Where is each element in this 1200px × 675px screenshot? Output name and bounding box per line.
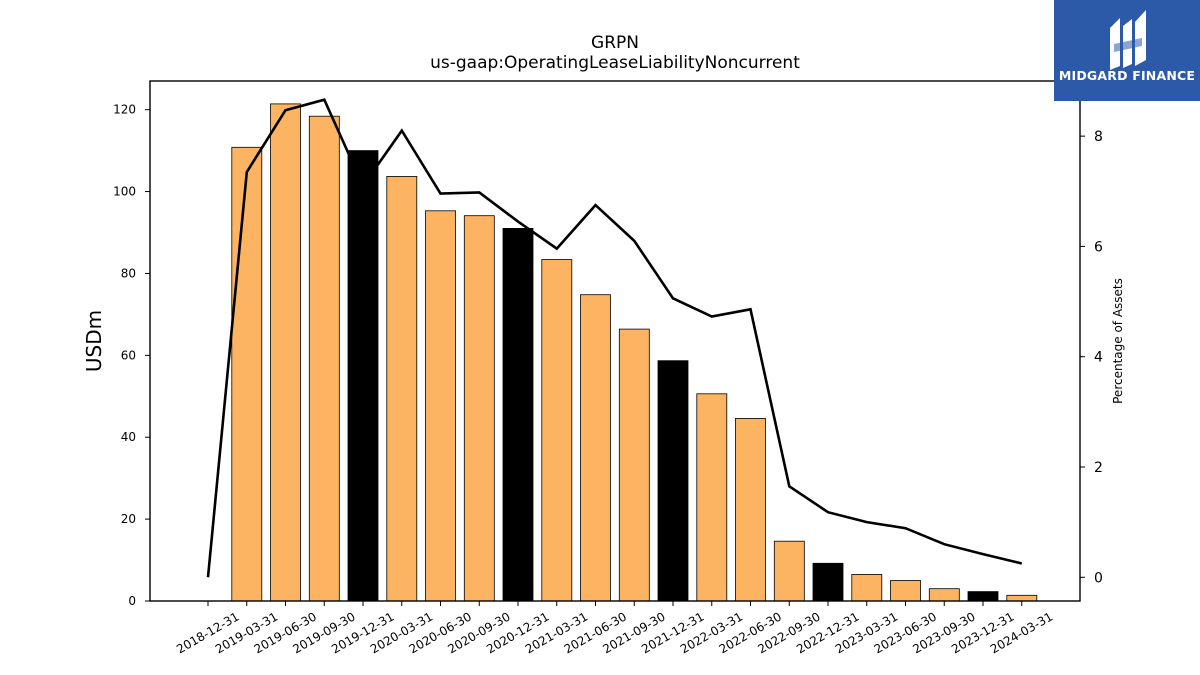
y-right-tick-label: 0 [1094,570,1103,586]
bar-series [231,103,1038,602]
bar-2020-12-31 [502,227,534,602]
bar-2019-06-30 [270,103,301,602]
y-left-tick-label: 40 [121,430,136,444]
bar-2024-03-31 [1006,594,1038,602]
axes-frame [149,80,1081,602]
bar-2019-03-31 [231,146,263,602]
chart-subtitle: us-gaap:OperatingLeaseLiabilityNoncurren… [430,53,800,73]
bar-2021-09-30 [618,328,650,602]
bar-2019-09-30 [308,115,340,602]
logo-mark-icon [1110,10,1146,70]
midgard-finance-logo: MIDGARD FINANCE [1054,0,1200,101]
y-left-tick-label: 0 [128,594,136,608]
bar-2022-09-30 [773,540,805,602]
bar-2019-12-31 [347,150,379,602]
bar-2020-03-31 [386,175,418,602]
bar-2020-09-30 [463,215,495,602]
bar-2022-12-31 [812,562,844,602]
y-axis-right-ticks: 0 2 4 6 8 [1080,129,1103,586]
y-left-tick-label: 60 [121,348,136,362]
y-right-tick-label: 2 [1094,460,1103,476]
y-left-tick-label: 120 [113,103,136,117]
x-axis-ticks: 2018-12-312019-03-312019-06-302019-09-30… [174,601,1055,656]
chart-title: GRPN [591,33,639,53]
y-right-tick-label: 8 [1094,129,1103,145]
logo-text: MIDGARD FINANCE [1058,68,1196,83]
bar-2020-06-30 [425,210,456,602]
bar-2023-12-31 [967,591,999,602]
bar-2021-03-31 [541,259,573,602]
bar-2023-03-31 [851,574,883,602]
percentage-of-assets-line [206,98,1023,578]
bar-2022-06-30 [735,417,766,602]
y-right-tick-label: 4 [1094,350,1103,366]
y-left-tick-label: 20 [121,512,136,526]
bar-2021-12-31 [657,360,689,602]
y-axis-left-ticks: 0 20 40 60 80 100 120 [113,103,150,608]
y-right-tick-label: 6 [1094,239,1103,255]
y-left-tick-label: 100 [113,185,136,199]
y-axis-right-label: Percentage of Assets [1111,278,1125,404]
y-left-tick-label: 80 [121,266,136,280]
bar-2023-06-30 [890,580,921,602]
bar-2022-03-31 [696,393,728,602]
bar-2021-06-30 [580,294,611,602]
bar-2023-09-30 [928,588,960,602]
y-axis-left-label: USDm [82,310,106,372]
